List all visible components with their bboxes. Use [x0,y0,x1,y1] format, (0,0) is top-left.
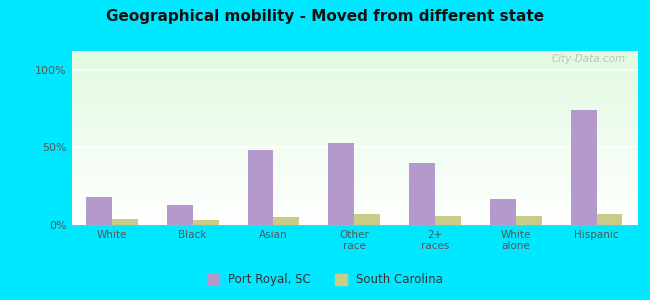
Bar [248,150,274,225]
Bar [86,197,112,225]
Bar [516,216,541,225]
Bar [112,219,138,225]
Bar [435,216,461,225]
Bar [354,214,380,225]
Legend: Port Royal, SC, South Carolina: Port Royal, SC, South Carolina [202,269,448,291]
Bar [597,214,623,225]
Text: City-Data.com: City-Data.com [552,55,626,64]
Bar [328,143,354,225]
Bar [571,110,597,225]
Text: Geographical mobility - Moved from different state: Geographical mobility - Moved from diffe… [106,9,544,24]
Bar [490,199,516,225]
Bar [192,220,218,225]
Bar [274,217,299,225]
Bar [410,163,435,225]
Bar [167,205,192,225]
